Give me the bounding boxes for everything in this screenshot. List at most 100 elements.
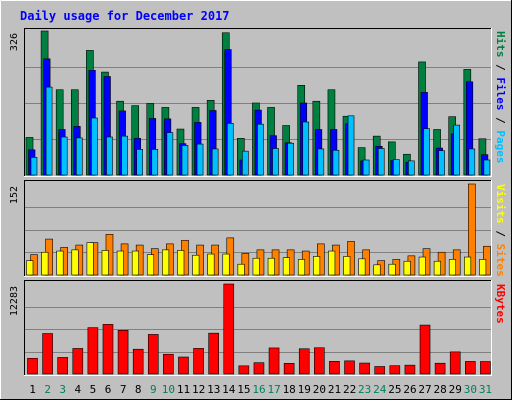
bar-kbytes — [253, 362, 265, 375]
bar-pages — [211, 148, 219, 176]
y-max-label: 12283 — [9, 286, 20, 316]
bar-visits — [343, 256, 351, 276]
bar-kbytes — [480, 361, 491, 375]
series-legend: KBytes — [494, 284, 507, 324]
bar-pages — [151, 149, 159, 176]
legend-files: Files — [494, 77, 507, 110]
bar-visits — [41, 251, 49, 276]
bar-pages — [332, 149, 340, 176]
day-label: 28 — [434, 383, 447, 396]
day-label: 3 — [59, 383, 66, 396]
bar-visits — [358, 258, 366, 276]
bar-pages — [408, 160, 415, 176]
bar-kbytes — [87, 327, 99, 375]
bar-pages — [317, 148, 325, 176]
day-label: 1 — [29, 383, 36, 396]
bar-kbytes — [178, 356, 189, 375]
bar-visits — [267, 257, 275, 276]
bar-visits — [464, 256, 472, 276]
bar-kbytes — [223, 283, 235, 375]
day-label: 13 — [207, 383, 220, 396]
bar-kbytes — [344, 360, 355, 375]
legend-separator: / — [494, 111, 507, 131]
bar-pages — [196, 143, 204, 176]
series-legend: Visits / Sites — [494, 184, 507, 277]
bar-kbytes — [132, 348, 144, 375]
day-label: 6 — [105, 383, 112, 396]
day-label: 14 — [222, 383, 236, 396]
day-label: 8 — [135, 383, 142, 396]
bar-pages — [438, 150, 445, 176]
bar-kbytes — [449, 351, 461, 375]
day-label: 10 — [162, 383, 175, 396]
bar-pages — [242, 150, 249, 176]
bar-pages — [106, 136, 113, 176]
bar-pages — [468, 148, 476, 176]
bar-pages — [181, 145, 189, 176]
bar-kbytes — [238, 365, 250, 375]
bar-visits — [86, 242, 94, 276]
bar-kbytes — [419, 324, 431, 375]
day-label: 27 — [418, 383, 431, 396]
day-label: 15 — [237, 383, 250, 396]
bar-visits — [252, 257, 260, 276]
bar-pages — [423, 128, 430, 176]
legend-pages: Pages — [494, 130, 507, 163]
bar-visits — [177, 250, 185, 276]
bar-kbytes — [329, 361, 340, 375]
bar-pages — [362, 159, 370, 176]
day-label: 30 — [464, 383, 477, 396]
bar-pages — [393, 159, 400, 176]
bar-pages — [166, 132, 174, 176]
bar-kbytes — [117, 329, 129, 375]
y-max-label: 326 — [9, 33, 20, 51]
day-label: 4 — [75, 383, 82, 396]
bar-visits — [101, 250, 109, 276]
day-label: 7 — [120, 383, 127, 396]
bar-kbytes — [42, 333, 53, 375]
day-label: 18 — [283, 383, 296, 396]
bar-visits — [71, 249, 79, 276]
y-max-label: 152 — [9, 186, 20, 204]
series-legend: Hits / Files / Pages — [494, 31, 507, 164]
bar-kbytes — [314, 347, 325, 375]
bar-kbytes — [283, 362, 295, 375]
bar-visits — [388, 263, 396, 276]
bar-visits — [192, 254, 200, 276]
bar-visits — [131, 250, 139, 276]
bar-kbytes — [208, 332, 219, 375]
bar-kbytes — [389, 365, 401, 375]
chart-title: Daily usage for December 2017 — [20, 9, 230, 23]
bar-pages — [483, 159, 491, 176]
bar-kbytes — [404, 364, 416, 375]
bar-pages — [75, 137, 83, 176]
legend-hits: Hits — [494, 31, 507, 58]
bar-kbytes — [374, 366, 386, 375]
bar-pages — [45, 86, 53, 176]
bar-visits — [297, 259, 306, 276]
bar-pages — [272, 148, 279, 176]
bar-visits — [403, 260, 411, 276]
bar-visits — [313, 256, 321, 276]
bar-kbytes — [434, 362, 446, 375]
bar-visits — [282, 257, 290, 276]
day-label: 11 — [177, 383, 190, 396]
day-label: 26 — [403, 383, 416, 396]
bar-visits — [26, 260, 34, 276]
bar-pages — [377, 148, 385, 176]
bar-pages — [257, 123, 264, 176]
day-label: 19 — [298, 383, 311, 396]
day-label: 9 — [150, 383, 157, 396]
bar-pages — [136, 149, 143, 176]
legend-separator: / — [494, 58, 507, 78]
day-label: 23 — [358, 383, 371, 396]
bar-visits — [418, 256, 426, 276]
bar-kbytes — [298, 348, 310, 375]
bar-kbytes — [268, 347, 280, 375]
bar-visits — [373, 264, 381, 276]
bar-pages — [91, 117, 98, 176]
day-label: 12 — [192, 383, 205, 396]
bar-kbytes — [102, 324, 114, 375]
